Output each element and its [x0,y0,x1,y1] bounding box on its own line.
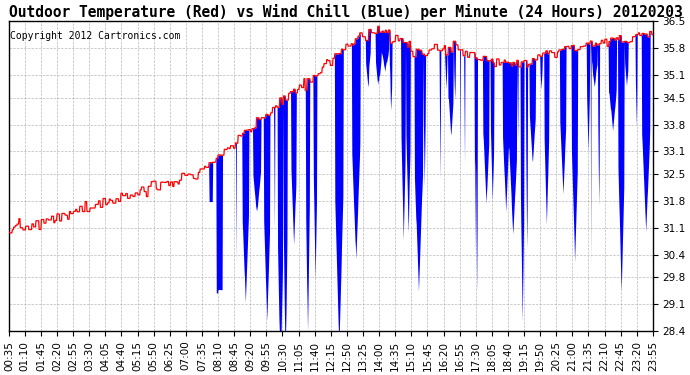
Text: Copyright 2012 Cartronics.com: Copyright 2012 Cartronics.com [10,31,181,40]
Text: Outdoor Temperature (Red) vs Wind Chill (Blue) per Minute (24 Hours) 20120203: Outdoor Temperature (Red) vs Wind Chill … [9,4,683,20]
